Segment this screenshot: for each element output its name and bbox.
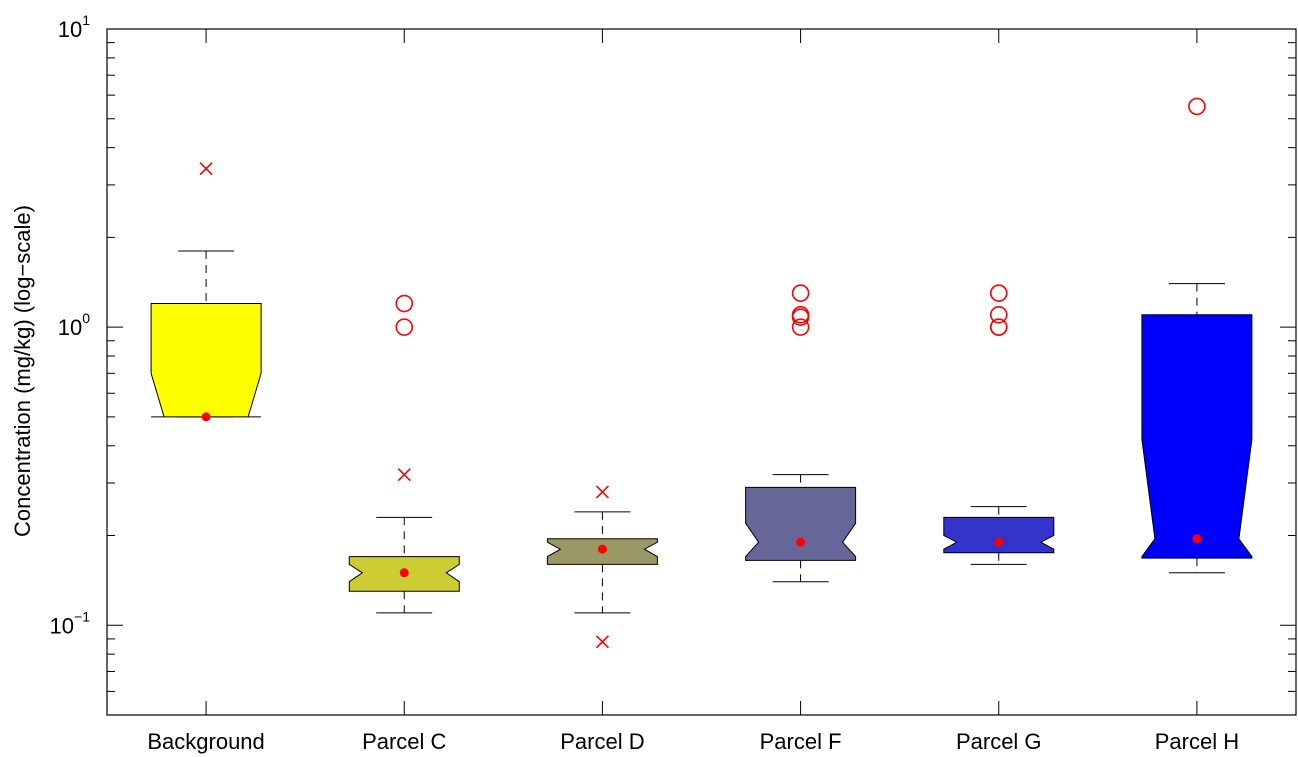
outlier-cross-stroke bbox=[595, 635, 609, 649]
box-group-background bbox=[150, 162, 262, 422]
notched-box bbox=[1141, 314, 1253, 559]
box-group-parcel-d bbox=[546, 485, 658, 649]
outlier-cross-stroke bbox=[199, 162, 213, 176]
outlier-cross-stroke bbox=[397, 468, 411, 482]
y-axis-label: Concentration (mg/kg) (log−scale) bbox=[10, 205, 35, 537]
median-marker bbox=[796, 537, 806, 547]
x-tick-label: Parcel F bbox=[760, 729, 842, 754]
outlier-circle bbox=[989, 305, 1008, 324]
notched-box bbox=[943, 516, 1055, 554]
plot-frame bbox=[106, 28, 1297, 716]
x-tick-label: Parcel H bbox=[1155, 729, 1239, 754]
outlier-cross bbox=[595, 635, 609, 649]
notched-box bbox=[745, 486, 857, 561]
x-tick-label: Parcel D bbox=[560, 729, 644, 754]
box-group-parcel-g bbox=[943, 284, 1055, 565]
y-tick-label: 101 bbox=[58, 12, 90, 42]
box-group-parcel-f bbox=[745, 284, 857, 583]
plot-area: 101 100 10−1 Background Parcel C Parcel D Parc… bbox=[50, 12, 1296, 754]
outlier-circle bbox=[791, 318, 810, 336]
outlier-circle bbox=[791, 308, 810, 326]
outlier-circle bbox=[989, 284, 1008, 302]
outlier-circle bbox=[395, 318, 414, 336]
x-tick-label: Parcel C bbox=[362, 729, 446, 754]
outlier-circle bbox=[1188, 97, 1206, 116]
outlier-cross bbox=[397, 468, 411, 482]
outlier-circle bbox=[989, 318, 1008, 336]
outlier-circle bbox=[395, 294, 414, 313]
outlier-cross bbox=[595, 485, 609, 499]
median-marker bbox=[399, 568, 409, 578]
outlier-circle bbox=[791, 284, 810, 302]
median-marker bbox=[201, 412, 211, 422]
y-tick-label: 100 bbox=[58, 310, 90, 340]
median-marker bbox=[597, 544, 607, 554]
median-marker bbox=[994, 537, 1004, 547]
outlier-cross-stroke bbox=[595, 485, 609, 499]
median-marker bbox=[1192, 534, 1202, 544]
box-group-parcel-h bbox=[1141, 97, 1253, 574]
notched-box bbox=[150, 303, 262, 418]
x-tick-label: Background bbox=[147, 729, 264, 754]
y-tick-label: 10−1 bbox=[50, 608, 91, 638]
outlier-cross bbox=[199, 162, 213, 176]
x-tick-label: Parcel G bbox=[956, 729, 1042, 754]
box-group-parcel-c bbox=[348, 294, 460, 614]
